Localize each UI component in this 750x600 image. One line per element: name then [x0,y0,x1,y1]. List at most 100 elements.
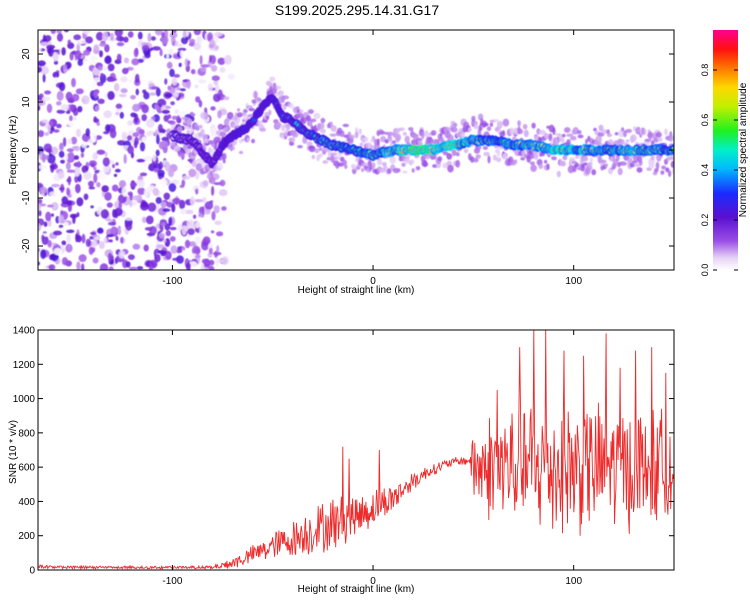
heat-cell [106,234,114,238]
heat-cell [361,136,369,143]
heat-cell [143,244,149,252]
heat-cell [81,233,86,244]
spectrogram-ylabel: Frequency (Hz) [8,116,19,185]
heat-cell [202,138,210,144]
heat-cell [544,133,550,140]
heat-cell [670,160,674,168]
heat-cell [187,228,195,236]
heat-cell [132,132,140,138]
heat-cell [213,164,218,173]
heat-cell [162,238,167,243]
colorbar-tick-label: 0.6 [700,114,710,127]
heat-cell [127,31,134,38]
heat-cell [72,146,78,150]
heat-cell [644,138,652,142]
heat-cell [97,66,103,71]
heat-cell [421,131,425,140]
heat-cell [181,36,188,45]
heat-cell [617,167,623,176]
heat-cell [551,156,557,161]
heat-cell [523,129,529,138]
heat-cell [562,155,568,161]
heat-cell [601,129,608,135]
heat-cell [188,168,197,178]
heat-cell [97,227,104,234]
heat-cell [186,130,190,135]
heat-cell [166,52,170,60]
heat-cell [96,121,100,126]
heat-cell [115,111,120,116]
heat-cell [634,163,641,167]
heat-cell [129,67,134,71]
heat-cell [144,52,151,59]
heat-cell [289,102,294,109]
heat-cell [118,200,122,211]
heat-cell [99,43,107,47]
heat-cell [156,244,165,249]
heat-cell [83,171,92,180]
heat-cell [142,217,148,223]
heat-cell [49,191,57,197]
heat-cell [38,203,41,211]
heat-cell [198,79,207,84]
heat-cell [583,162,588,166]
y-tick-label: 1000 [13,394,36,405]
heat-cell [173,74,180,78]
heat-cell [248,108,256,112]
heat-cell [544,159,548,164]
heat-cell [384,139,389,144]
heat-cell [120,236,124,244]
heat-cell [161,32,165,38]
heat-cell [118,180,127,189]
heat-cell [352,164,357,170]
heat-cell [217,57,226,65]
heat-cell [77,59,84,66]
heat-cell [125,217,133,221]
heat-cell [157,98,167,108]
heat-cell [53,129,60,133]
heat-cell [359,142,364,147]
heat-cell [155,87,161,97]
heat-cell [378,130,386,135]
heat-cell [187,145,194,149]
heat-cell [495,157,502,163]
heat-cell [230,146,236,151]
heat-cell [389,156,397,164]
heat-cell [141,114,147,122]
heat-cell [396,133,402,141]
heat-cell [58,150,65,158]
heat-cell [59,82,66,92]
heat-cell [107,221,117,226]
heat-cell [168,183,177,192]
heat-cell [74,183,81,194]
heat-cell [210,230,215,234]
heat-cell [221,255,229,266]
heat-cell [113,173,118,177]
heat-cell [77,106,83,113]
heat-cell [224,54,232,65]
heat-cell [378,167,386,174]
heat-cell [88,186,96,190]
heat-cell [61,196,69,205]
heat-cell [93,77,100,81]
y-tick-label: 200 [18,531,35,542]
heat-cell [351,167,357,175]
heat-cell [88,180,94,187]
heat-cell [48,264,56,270]
heat-cell [109,77,118,82]
heat-cell [629,163,635,168]
heat-cell [275,85,282,90]
heat-cell [88,246,94,255]
colorbar-gradient [713,30,738,270]
heat-cell [107,63,115,72]
heat-cell [191,160,197,168]
heat-cell [614,132,619,136]
heat-cell [48,46,55,57]
heat-cell [61,240,67,246]
heat-cell [147,202,157,212]
heat-cell [214,32,223,37]
heat-cell [297,145,303,149]
heat-cell [217,110,222,119]
